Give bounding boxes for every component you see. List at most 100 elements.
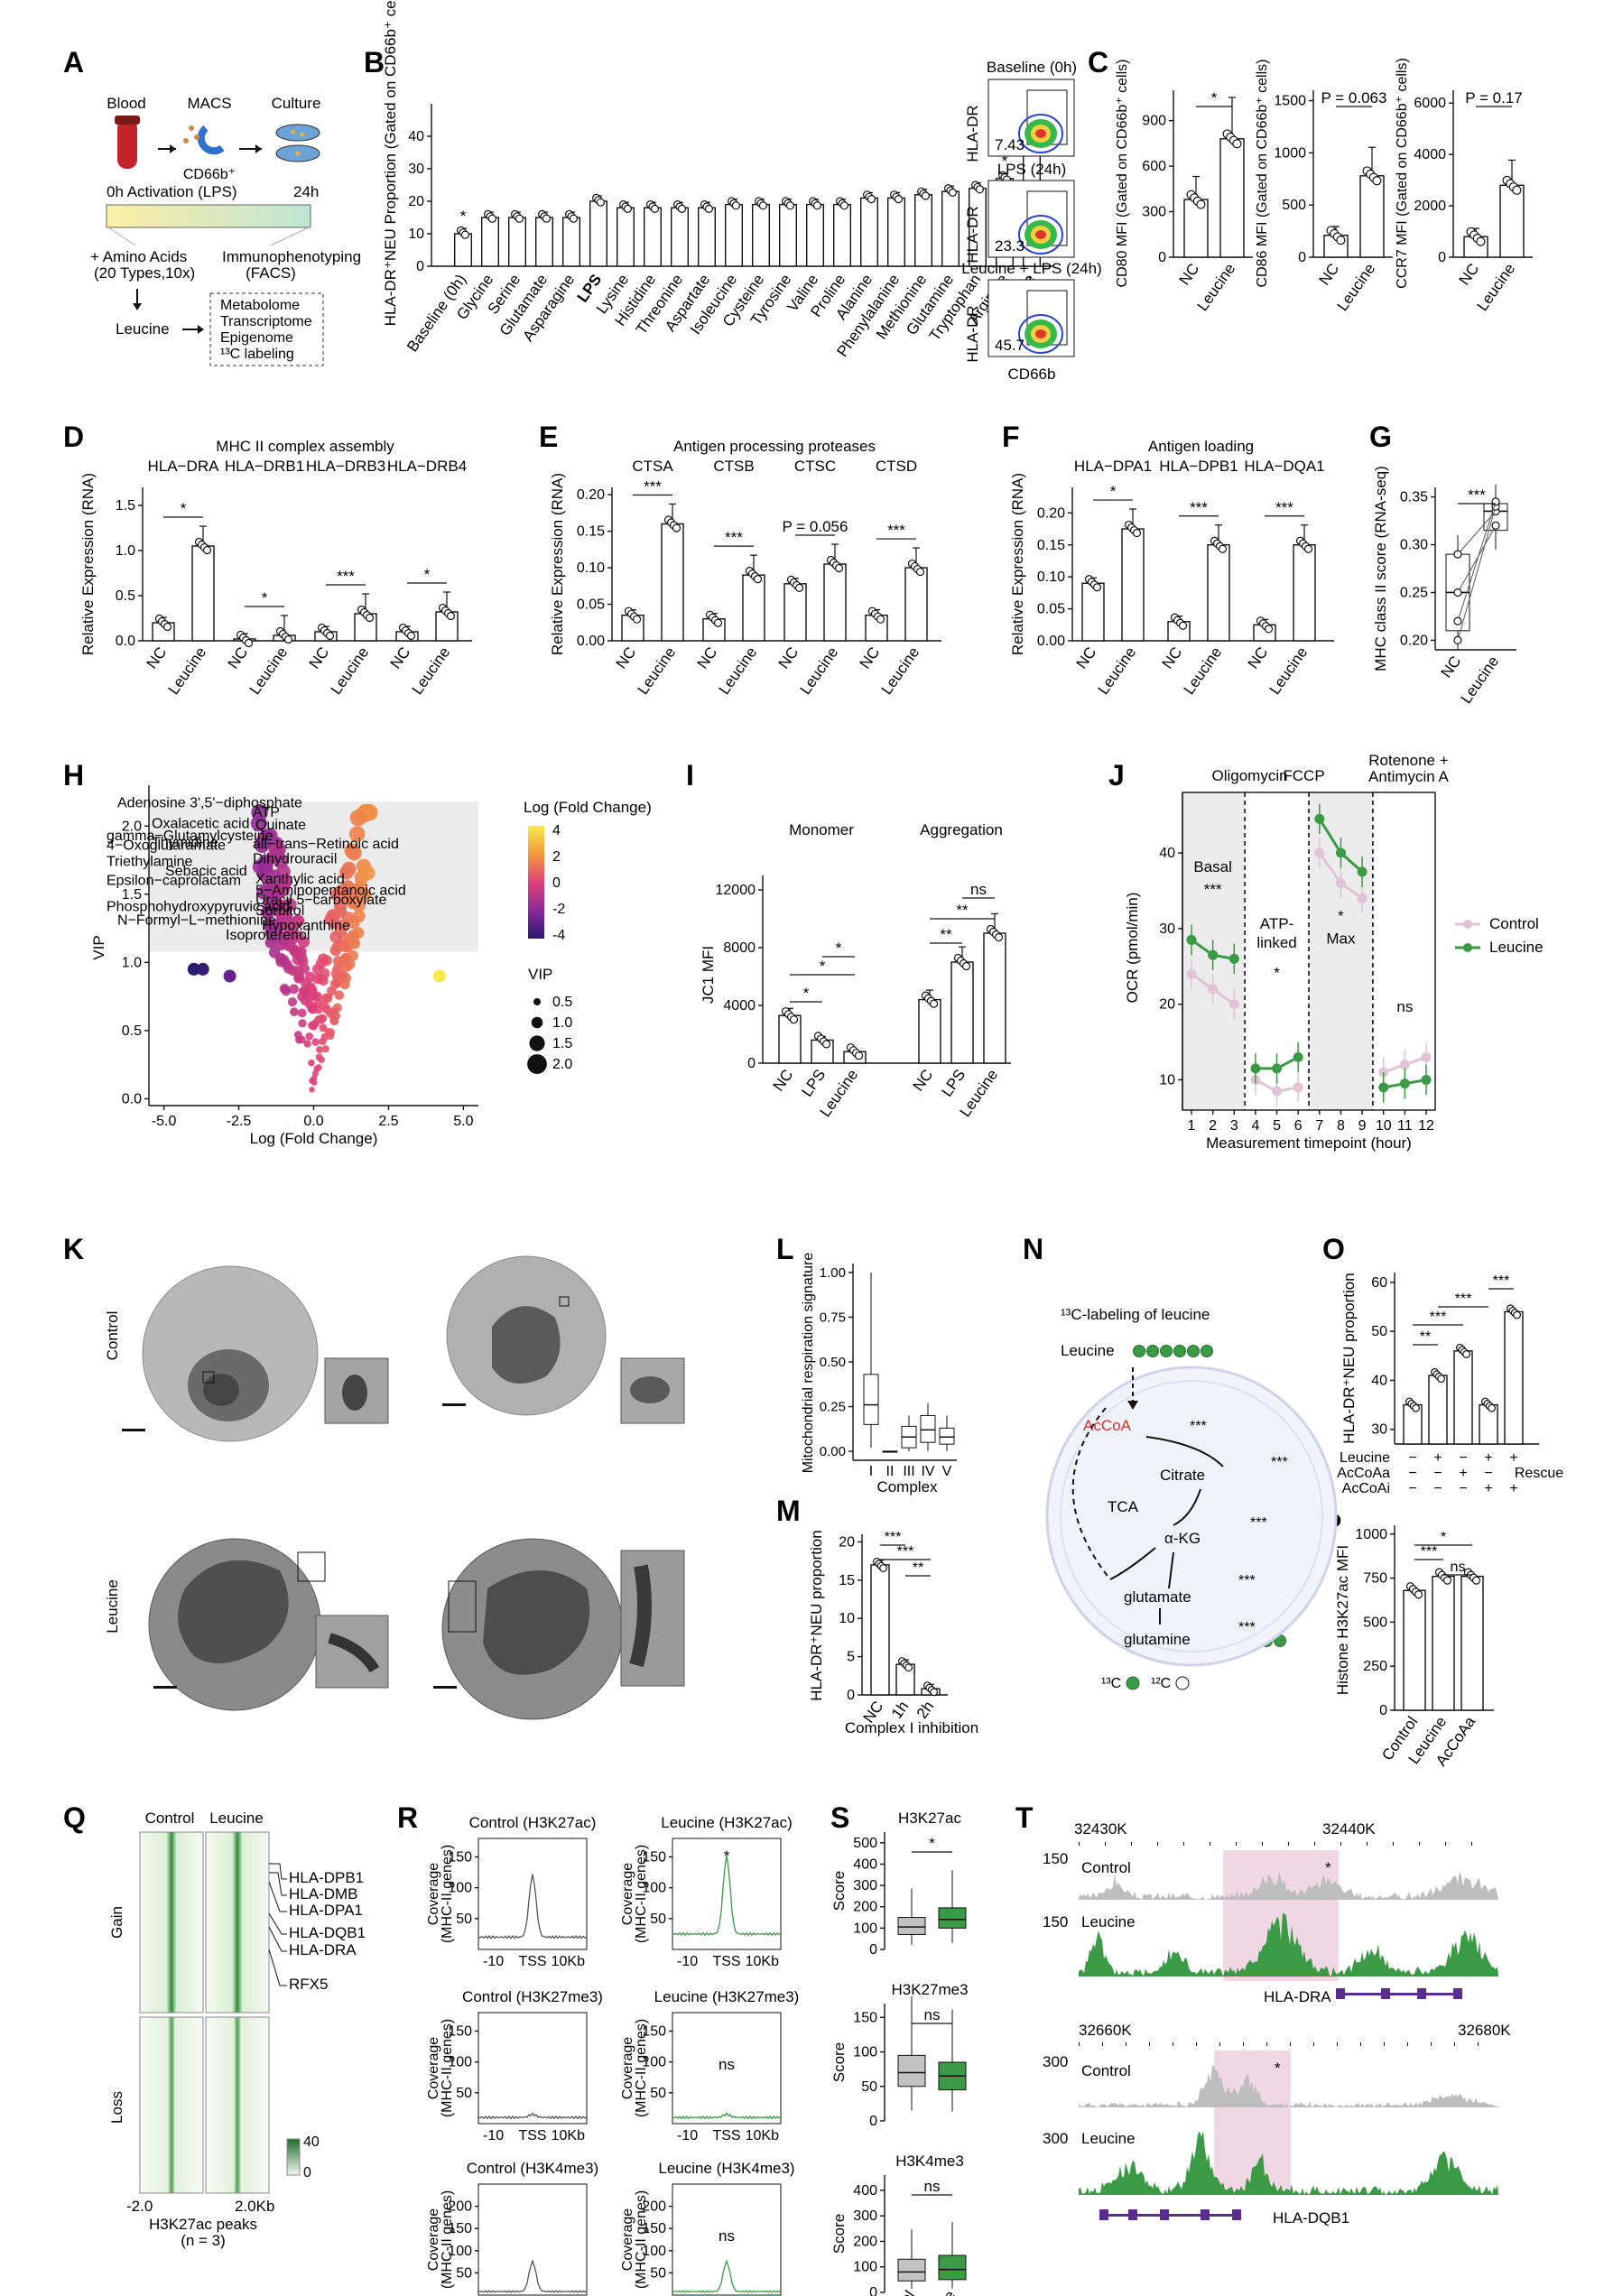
size-legend-dot (533, 998, 541, 1005)
metabolite-label: Sorbitol (255, 903, 304, 919)
bar (823, 563, 847, 642)
t-exon (1160, 2209, 1169, 2220)
significance-label: ** (1420, 1329, 1431, 1345)
omics-item: Metabolome (220, 298, 300, 313)
data-point (162, 622, 172, 632)
y-tick-label: 100 (853, 2045, 877, 2060)
coverage-line (672, 1856, 782, 1937)
x-axis-label: Measurement timepoint (hour) (1206, 1134, 1412, 1152)
bar (725, 203, 744, 267)
x-tick-label: TSS (712, 2128, 740, 2143)
t-control-track (1079, 1871, 1498, 1900)
data-point (948, 188, 958, 197)
q-leucine-label: Leucine (209, 1810, 264, 1827)
data-point (289, 984, 299, 995)
data-point (251, 803, 268, 821)
activation-timeline-bar (106, 204, 311, 228)
y-tick-label: 0.5 (116, 588, 135, 604)
n-sig: *** (1250, 1515, 1267, 1531)
data-point (1092, 583, 1102, 592)
q-gene-label: HLA-DPA1 (289, 1902, 363, 1919)
y-tick-label: 500 (1282, 198, 1306, 213)
panel-q-heatmap: Control Leucine Gain Loss HLA-DPB1 HLA-D… (108, 1810, 366, 2249)
bar (644, 207, 663, 267)
y-tick-label: 900 (1142, 114, 1166, 129)
y-tick-label: 1.5 (122, 887, 142, 903)
magnet-icon (183, 125, 225, 155)
significance-label: ** (913, 1560, 923, 1576)
data-point (1453, 635, 1462, 645)
data-point (432, 969, 446, 983)
y-tick-label: 0 (1158, 250, 1166, 265)
y-tick-label: 30 (1159, 921, 1175, 937)
data-point (319, 1037, 327, 1046)
y-tick-label: 200 (642, 2199, 666, 2215)
coverage-y-label: Coverage (426, 2037, 441, 2099)
cd66b-label: CD66b⁺ (183, 167, 236, 182)
significance-label: * (820, 958, 826, 975)
significance-label: * (836, 940, 842, 957)
data-point (812, 201, 822, 210)
x-tick-label: NC (1176, 260, 1203, 288)
y-tick-label: 0 (1379, 1703, 1387, 1718)
data-point (487, 214, 497, 223)
bar (860, 197, 879, 267)
panel-label-s: S (830, 1801, 849, 1834)
data-point (312, 974, 323, 985)
data-point (1453, 616, 1462, 625)
y-tick-label: 0 (747, 1056, 756, 1071)
series-point (1272, 1063, 1283, 1074)
y-tick-label: 0.5 (122, 1023, 142, 1039)
x-tick-label: Leucine (1474, 260, 1519, 314)
data-point (632, 615, 642, 624)
y-tick-label: 100 (448, 2055, 472, 2070)
y-axis-label: MHC class II score (RNA-seq) (1372, 466, 1389, 671)
data-point (309, 1078, 315, 1084)
x-tick-label: Leucine (165, 643, 210, 698)
panel-label-c: C (1088, 46, 1108, 79)
bar (661, 523, 684, 642)
x-tick-label: 10Kb (552, 2128, 585, 2143)
x-tick-label: 3 (1230, 1118, 1238, 1134)
coverage-y-label: Coverage (426, 1863, 441, 1925)
significance-label: * (929, 1835, 935, 1852)
q-x-label: H3K27ac peaks (149, 2216, 257, 2233)
y-tick-label: 1.0 (116, 543, 135, 559)
x-tick-label: LPS (938, 1066, 969, 1099)
y-tick-label: 0.75 (820, 1310, 846, 1325)
y-tick-label: 500 (853, 1836, 877, 1851)
x-tick-label: 2 (1209, 1118, 1217, 1134)
x-tick-label: Leucine (328, 643, 373, 698)
data-point (333, 905, 347, 919)
q-color-scale (286, 2138, 301, 2176)
y-tick-label: 1000 (1355, 1527, 1387, 1542)
data-point (1453, 550, 1462, 559)
data-point (1218, 544, 1228, 553)
data-point (1264, 625, 1274, 634)
coverage-line (672, 2259, 782, 2293)
condition-sign: + (1484, 1481, 1492, 1496)
q-scale-hi: 40 (303, 2134, 320, 2150)
t-sig: * (1275, 2060, 1281, 2077)
y-tick-label: 0 (1438, 250, 1446, 265)
annotation: ns (1396, 998, 1413, 1015)
culture-dish-icon (275, 124, 320, 162)
panel-label-j: J (1108, 759, 1125, 792)
x-tick-label: NC (1456, 260, 1483, 288)
x-tick-label: IV (921, 1464, 934, 1479)
data-point (921, 191, 931, 200)
plot-frame (477, 2183, 588, 2296)
y-tick-label: 50 (1371, 1324, 1387, 1339)
data-point (317, 1014, 326, 1024)
box (897, 1917, 926, 1935)
bar (833, 203, 852, 267)
mitochondrion-outline (1045, 1366, 1338, 1667)
y-tick-label: 0.0 (122, 1091, 142, 1106)
n-title: ¹³C-labeling of leucine (1061, 1306, 1210, 1323)
akg-label: α-KG (1164, 1530, 1201, 1547)
arrow-icon (255, 144, 262, 153)
legend-label: Control (1489, 915, 1539, 932)
panel-label-m: M (776, 1495, 801, 1527)
flow-density (1018, 215, 1063, 255)
em-cell-image (148, 1538, 389, 1711)
